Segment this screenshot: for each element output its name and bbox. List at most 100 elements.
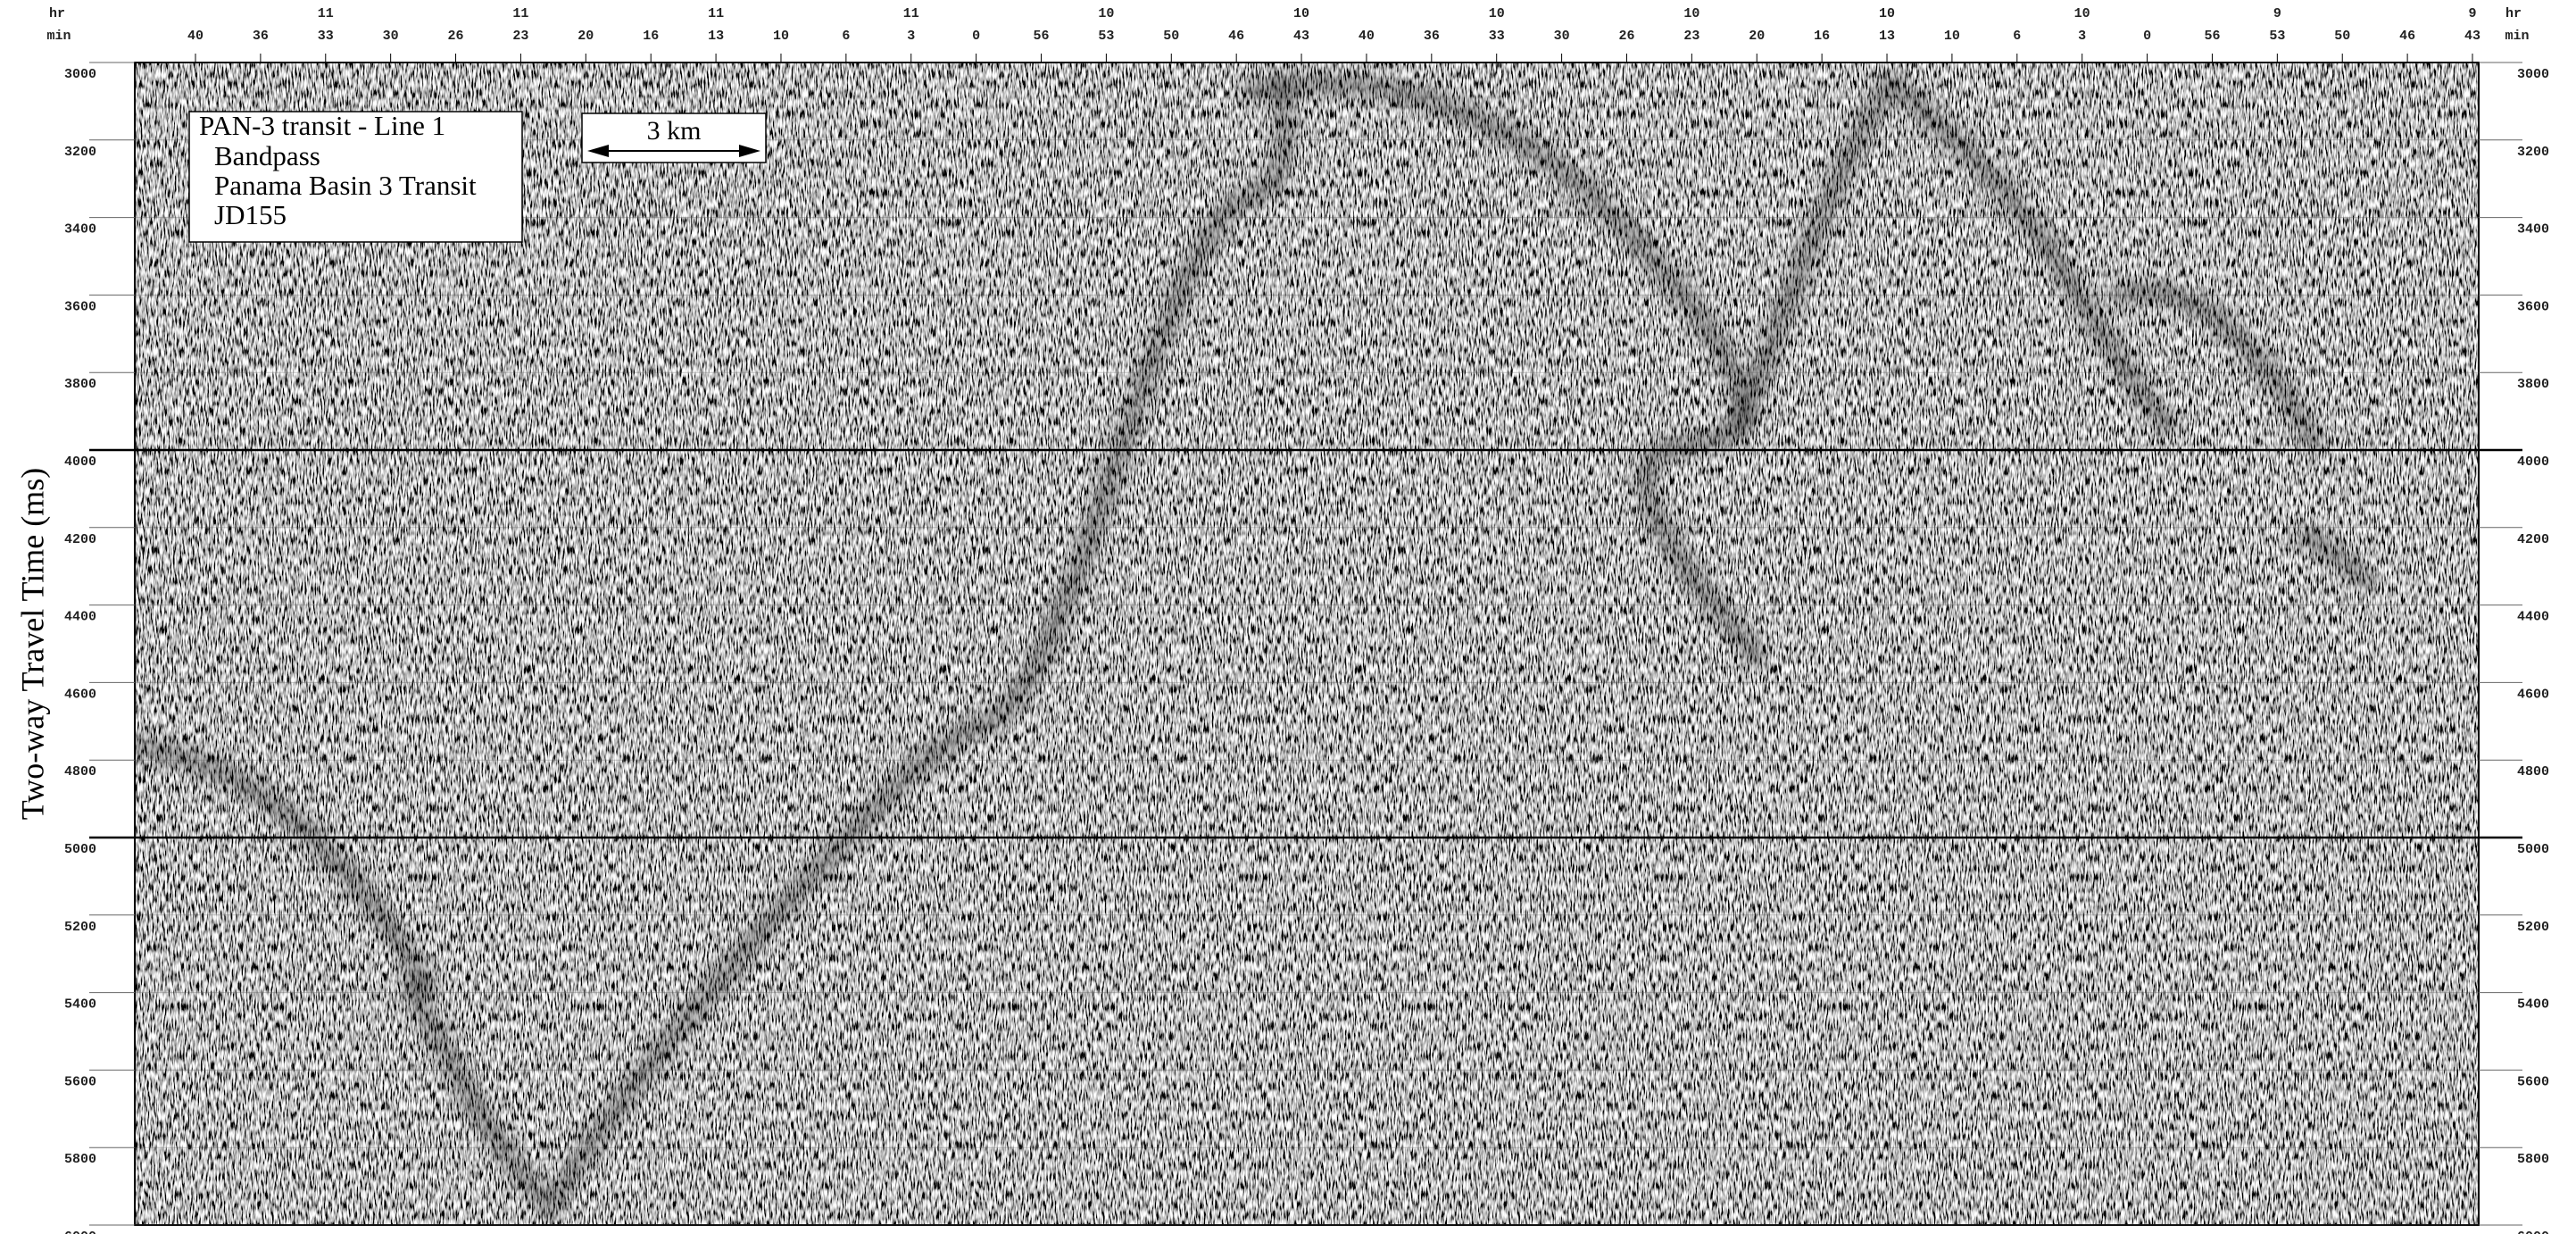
- scale-bar: 3 km: [581, 113, 767, 163]
- minute-label: 50: [1163, 29, 1179, 44]
- annotation-box: PAN-3 transit - Line 1 Bandpass Panama B…: [188, 110, 523, 243]
- minute-label: 30: [383, 29, 399, 44]
- annotation-line: Bandpass: [214, 140, 320, 171]
- y-tick-label: 4400: [64, 610, 96, 625]
- y-tick-label: 6000: [64, 1230, 96, 1234]
- y-tick-label: 3400: [64, 222, 96, 238]
- minute-label: 46: [1228, 29, 1244, 44]
- minute-label: 26: [448, 29, 464, 44]
- minute-label: 0: [972, 29, 980, 44]
- y-tick-label: 5000: [64, 842, 96, 857]
- minute-label: 50: [2334, 29, 2350, 44]
- minute-label: 53: [2269, 29, 2285, 44]
- minute-label: 40: [1359, 29, 1375, 44]
- y-tick-label: 6000: [2517, 1230, 2549, 1234]
- reflectors: [135, 67, 2375, 1223]
- minute-label: 3: [2078, 29, 2086, 44]
- minute-label: 16: [643, 29, 659, 44]
- reflector: [2109, 281, 2325, 454]
- hour-label: 11: [903, 6, 919, 21]
- minute-label: 30: [1554, 29, 1570, 44]
- y-tick-label: 5400: [2517, 997, 2549, 1013]
- minute-label: 13: [708, 29, 724, 44]
- minute-label: 20: [1749, 29, 1765, 44]
- minute-label: 23: [512, 29, 528, 44]
- minute-label: 40: [187, 29, 204, 44]
- hour-label: 10: [1293, 6, 1309, 21]
- minute-label: 16: [1814, 29, 1830, 44]
- minute-label: 23: [1683, 29, 1699, 44]
- hour-label: 10: [2074, 6, 2090, 21]
- hour-label: 10: [1879, 6, 1895, 21]
- annotation-line: JD155: [214, 199, 287, 230]
- scale-bar-frame: [581, 113, 767, 163]
- y-tick-label: 4600: [2517, 687, 2549, 702]
- minute-label: 6: [2013, 29, 2021, 44]
- y-tick-label: 5200: [2517, 920, 2549, 935]
- hour-label: 10: [1489, 6, 1505, 21]
- y-tick-label: 4000: [2517, 454, 2549, 470]
- y-tick-label: 5600: [2517, 1074, 2549, 1089]
- reflector: [2293, 526, 2375, 590]
- y-tick-label: 5800: [2517, 1152, 2549, 1167]
- y-tick-label: 3800: [64, 377, 96, 392]
- y-tick-label: 3800: [2517, 377, 2549, 392]
- minute-label: 36: [253, 29, 269, 44]
- hour-label: 11: [708, 6, 724, 21]
- hour-label: 9: [2468, 6, 2476, 21]
- y-tick-label: 3000: [2517, 67, 2549, 82]
- reflector: [135, 738, 437, 996]
- minute-label: 10: [773, 29, 789, 44]
- y-tick-label: 4800: [2517, 764, 2549, 780]
- minute-label: 36: [1424, 29, 1440, 44]
- minute-label: 33: [318, 29, 334, 44]
- annotation-line: Panama Basin 3 Transit: [214, 170, 477, 201]
- minute-label: 33: [1489, 29, 1505, 44]
- y-tick-label: 4200: [2517, 532, 2549, 547]
- plot-frame: [134, 62, 2480, 1226]
- reflector: [1240, 73, 1768, 667]
- minute-label: 43: [1293, 29, 1309, 44]
- minute-label: 46: [2399, 29, 2415, 44]
- hour-unit: hr: [49, 6, 65, 21]
- annotation-line: PAN-3 transit - Line 1: [199, 110, 445, 141]
- minute-label: 26: [1618, 29, 1634, 44]
- hour-label: 10: [1683, 6, 1699, 21]
- y-tick-label: 5800: [64, 1152, 96, 1167]
- reflector: [1732, 67, 2178, 437]
- y-tick-label: 3600: [2517, 299, 2549, 314]
- minute-label: 56: [2204, 29, 2220, 44]
- minute-unit: min: [46, 29, 71, 44]
- hour-label: 9: [2273, 6, 2281, 21]
- hour-label: 11: [318, 6, 334, 21]
- minute-label: 0: [2143, 29, 2151, 44]
- y-tick-label: 5000: [2517, 842, 2549, 857]
- scale-bar-arrows: [587, 145, 760, 157]
- minute-label: 3: [907, 29, 915, 44]
- hour-label: 10: [1098, 6, 1114, 21]
- y-axis-title: Two-way Travel Time (ms): [14, 468, 50, 821]
- y-tick-label: 3400: [2517, 222, 2549, 238]
- y-tick-label: 3200: [64, 145, 96, 160]
- reflector: [401, 79, 1295, 1223]
- minute-label: 53: [1098, 29, 1114, 44]
- minute-label: 10: [1944, 29, 1960, 44]
- y-tick-label: 3200: [2517, 145, 2549, 160]
- y-tick-label: 4600: [64, 687, 96, 702]
- minute-label: 20: [578, 29, 594, 44]
- y-tick-label: 4800: [64, 764, 96, 780]
- y-tick-label: 5200: [64, 920, 96, 935]
- minute-unit: min: [2505, 29, 2529, 44]
- y-tick-label: 5400: [64, 997, 96, 1013]
- y-tick-label: 5600: [64, 1074, 96, 1089]
- minute-label: 43: [2464, 29, 2480, 44]
- y-tick-label: 3600: [64, 299, 96, 314]
- y-tick-label: 4000: [64, 454, 96, 470]
- minute-label: 13: [1879, 29, 1895, 44]
- scale-bar-label: 3 km: [647, 116, 702, 146]
- minute-label: 56: [1034, 29, 1050, 44]
- minute-label: 6: [842, 29, 850, 44]
